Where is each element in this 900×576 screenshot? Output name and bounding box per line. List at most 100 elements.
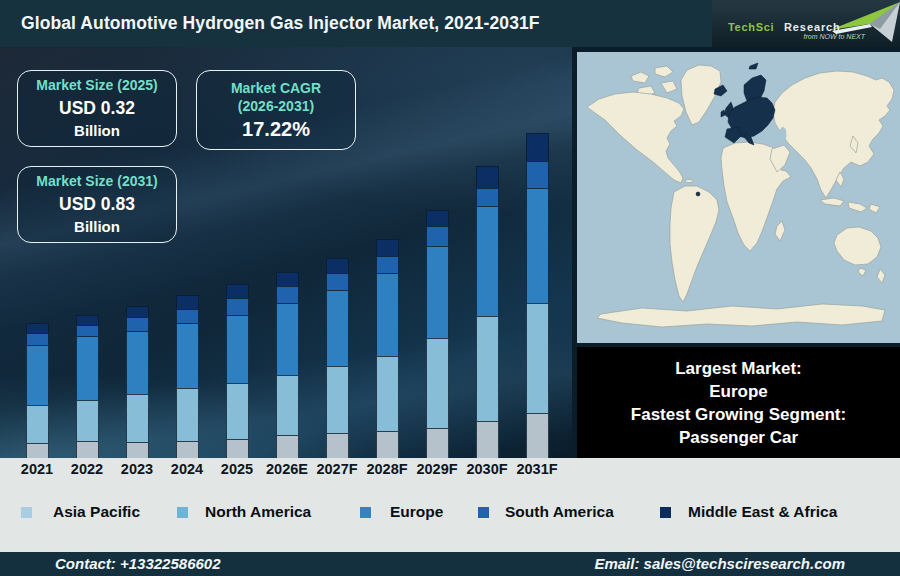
- bar-segment-north-america: [26, 405, 49, 443]
- bar-segment-middle-east-africa: [26, 323, 49, 333]
- info-box-label: Market CAGR (2026-2031): [231, 80, 321, 115]
- stacked-bar-2027F: [326, 258, 349, 458]
- bar-chart: Market Size (2025)USD 0.32BillionMarket …: [0, 47, 572, 458]
- legend-label-south-america: South America: [505, 503, 614, 521]
- x-axis-label-2026E: 2026E: [259, 461, 315, 477]
- legend-label-middle-east-africa: Middle East & Africa: [688, 503, 837, 521]
- info-box-0: Market Size (2025)USD 0.32Billion: [17, 70, 177, 147]
- x-axis-label-2022: 2022: [59, 461, 115, 477]
- bar-segment-europe: [376, 273, 399, 356]
- bar-segment-europe: [526, 188, 549, 303]
- logo-brand-first: TechSci: [728, 21, 774, 33]
- stacked-bar-2029F: [426, 210, 449, 458]
- logo-brand-second: Research: [784, 21, 841, 33]
- info-box-label: Market Size (2031): [36, 173, 157, 191]
- bar-segment-south-america: [376, 256, 399, 273]
- bar-segment-middle-east-africa: [526, 133, 549, 161]
- bar-segment-north-america: [526, 303, 549, 413]
- infographic: Global Automotive Hydrogen Gas Injector …: [0, 0, 900, 576]
- bar-segment-north-america: [476, 316, 499, 421]
- legend-label-north-america: North America: [205, 503, 311, 521]
- bar-segment-north-america: [376, 356, 399, 431]
- bar-segment-asia-pacific: [426, 428, 449, 458]
- map-panel: Largest Market:EuropeFastest Growing Seg…: [572, 47, 900, 458]
- x-axis-label-2030F: 2030F: [459, 461, 515, 477]
- bar-segment-north-america: [76, 400, 99, 441]
- info-box-unit: Billion: [74, 121, 120, 140]
- highlight-line-2: Fastest Growing Segment:: [577, 403, 900, 426]
- x-axis-label-2025: 2025: [209, 461, 265, 477]
- bar-segment-south-america: [176, 309, 199, 323]
- highlight-line-3: Passenger Car: [577, 426, 900, 449]
- x-axis-label-2027F: 2027F: [309, 461, 365, 477]
- bar-segment-asia-pacific: [76, 441, 99, 458]
- stacked-bar-2024: [176, 295, 199, 458]
- bar-segment-europe: [76, 336, 99, 400]
- bar-segment-south-america: [126, 317, 149, 331]
- bar-segment-asia-pacific: [26, 443, 49, 458]
- bar-segment-middle-east-africa: [426, 210, 449, 226]
- stacked-bar-2026E: [276, 272, 299, 458]
- bar-segment-middle-east-africa: [276, 272, 299, 286]
- bar-segment-middle-east-africa: [476, 166, 499, 188]
- bar-segment-middle-east-africa: [176, 295, 199, 309]
- bar-segment-asia-pacific: [126, 442, 149, 458]
- legend-swatch-asia-pacific: [21, 507, 32, 518]
- bar-segment-asia-pacific: [226, 439, 249, 458]
- stacked-bar-2030F: [476, 166, 499, 458]
- bar-segment-europe: [126, 331, 149, 394]
- bar-segment-europe: [476, 206, 499, 316]
- bar-segment-asia-pacific: [476, 421, 499, 458]
- info-box-1: Market CAGR (2026-2031) 17.22%: [196, 70, 356, 150]
- bar-segment-north-america: [226, 383, 249, 439]
- logo-tagline: from NOW to NEXT: [780, 33, 865, 40]
- bar-segment-middle-east-africa: [226, 284, 249, 298]
- bar-segment-asia-pacific: [176, 441, 199, 458]
- x-axis-label-2031F: 2031F: [509, 461, 565, 477]
- bar-segment-south-america: [426, 226, 449, 246]
- stacked-bar-2021: [26, 323, 49, 458]
- info-box-value: USD 0.32: [59, 97, 135, 119]
- bar-segment-middle-east-africa: [126, 306, 149, 317]
- footer: Contact: +13322586602 Email: sales@techs…: [0, 552, 900, 576]
- x-axis-label-2029F: 2029F: [409, 461, 465, 477]
- bar-segment-asia-pacific: [326, 433, 349, 458]
- bar-segment-south-america: [526, 161, 549, 188]
- bar-segment-north-america: [126, 394, 149, 442]
- legend-label-asia-pacific: Asia Pacific: [53, 503, 140, 521]
- market-highlight-box: Largest Market:EuropeFastest Growing Seg…: [577, 347, 900, 458]
- bar-segment-south-america: [76, 325, 99, 336]
- x-axis-label-2024: 2024: [159, 461, 215, 477]
- bar-segment-asia-pacific: [526, 413, 549, 458]
- stacked-bar-2028F: [376, 239, 399, 458]
- page-title: Global Automotive Hydrogen Gas Injector …: [21, 0, 540, 47]
- bar-segment-north-america: [176, 388, 199, 441]
- bottom-strip: 202120222023202420252026E2027F2028F2029F…: [0, 458, 900, 552]
- footer-contact: Contact: +13322586602: [55, 555, 221, 572]
- header: Global Automotive Hydrogen Gas Injector …: [0, 0, 900, 47]
- bar-segment-middle-east-africa: [326, 258, 349, 273]
- world-map: [577, 52, 900, 343]
- techsci-logo: TechSci Research from NOW to NEXT: [712, 0, 900, 47]
- legend-swatch-south-america: [478, 507, 489, 518]
- legend-swatch-europe: [360, 507, 371, 518]
- highlight-line-1: Europe: [577, 380, 900, 403]
- info-box-unit: Billion: [74, 217, 120, 236]
- info-box-2: Market Size (2031) USD 0.83 Billion: [17, 166, 177, 243]
- footer-email: Email: sales@techsciresearch.com: [594, 555, 845, 572]
- bar-segment-north-america: [426, 338, 449, 428]
- stacked-bar-2022: [76, 315, 99, 458]
- bar-segment-europe: [276, 303, 299, 375]
- info-box-value: USD 0.83: [59, 193, 135, 215]
- bar-segment-europe: [176, 323, 199, 388]
- info-box-value: 17.22%: [242, 118, 310, 140]
- bar-segment-asia-pacific: [276, 435, 299, 458]
- legend-swatch-middle-east-africa: [660, 507, 671, 518]
- bar-segment-europe: [226, 315, 249, 383]
- bar-segment-middle-east-africa: [376, 239, 399, 256]
- legend-label-europe: Europe: [390, 503, 443, 521]
- bar-segment-europe: [426, 246, 449, 338]
- bar-segment-south-america: [26, 333, 49, 345]
- x-axis-label-2023: 2023: [109, 461, 165, 477]
- bar-segment-europe: [26, 345, 49, 405]
